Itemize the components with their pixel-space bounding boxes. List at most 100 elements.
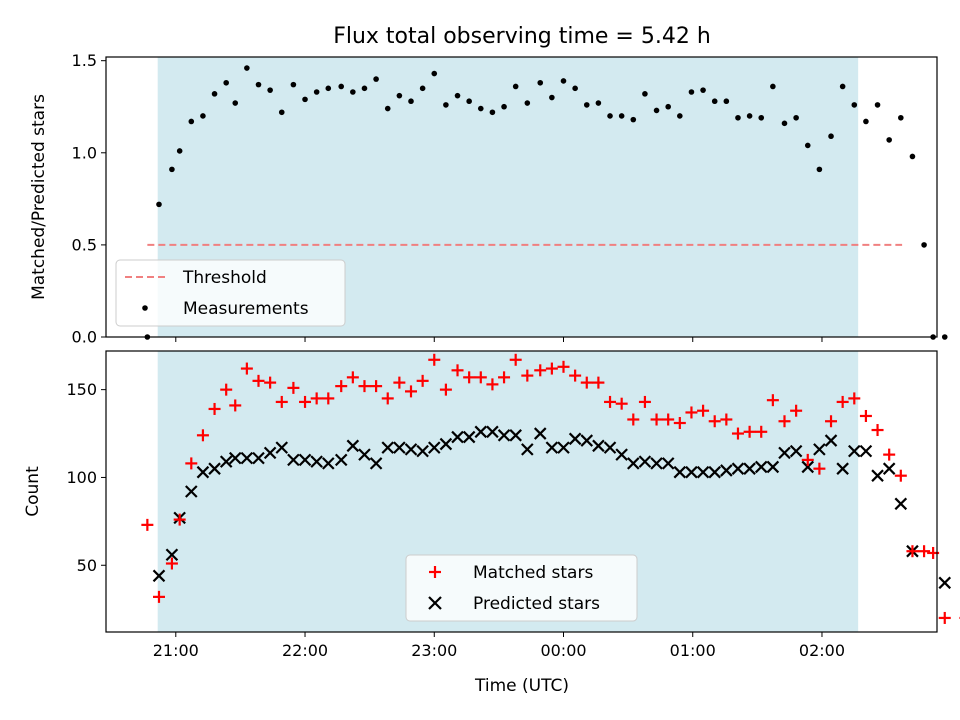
measurement-point [350, 89, 356, 95]
predicted-star-point [568, 432, 582, 446]
predicted-star-point [603, 441, 617, 454]
matched-star-point [405, 385, 418, 398]
measurement-point [595, 100, 602, 106]
matched-star-point [604, 395, 617, 408]
predicted-star-point [298, 453, 312, 467]
matched-star-point [185, 457, 198, 470]
matched-star-point [731, 427, 744, 440]
matched-star-point [685, 406, 698, 419]
matched-star-point [521, 369, 534, 382]
measurement-point [373, 76, 379, 82]
predicted-star-point [439, 437, 453, 451]
matched-star-point [790, 404, 803, 417]
predicted-star-point [381, 441, 395, 454]
measurement-point [642, 91, 648, 97]
predicted-star-point [497, 429, 511, 442]
legend-matched-label: Matched stars [473, 563, 593, 583]
matched-star-point [152, 590, 165, 603]
predicted-star-point [545, 441, 559, 454]
counts-y-axis-label: Count [23, 466, 43, 517]
matched-star-point [335, 380, 348, 393]
measurement-point [325, 85, 332, 92]
predicted-star-point [557, 441, 570, 454]
measurement-point [746, 113, 753, 119]
predicted-star-point [509, 429, 522, 442]
measurement-point [839, 83, 846, 90]
predicted-star-point [848, 444, 861, 458]
measurement-point [232, 100, 239, 106]
predicted-star-point [627, 457, 640, 470]
measurement-point [431, 70, 438, 77]
measurement-point [361, 85, 368, 92]
x-tick-label: 02:00 [799, 641, 845, 660]
matched-star-point [825, 415, 838, 428]
predicted-star-point [673, 465, 687, 479]
measurement-point [454, 92, 461, 99]
predicted-star-point [486, 425, 499, 439]
measurement-point [607, 113, 613, 119]
matched-star-point [287, 381, 300, 394]
matched-star-point [463, 371, 476, 384]
predicted-star-point [474, 425, 488, 439]
x-tick-label: 23:00 [411, 641, 457, 660]
y-tick-label: 1.5 [72, 51, 97, 70]
predicted-star-point [813, 443, 826, 456]
ratio-legend-box [115, 259, 346, 327]
matched-star-point [697, 404, 710, 417]
matched-star-point [196, 429, 209, 442]
predicted-star-point [228, 451, 242, 465]
counts-y-ticks: 50 100 150 [66, 380, 106, 575]
matched-star-point [545, 362, 558, 375]
measurement-point [338, 83, 345, 90]
measurement-point [921, 242, 927, 248]
predicted-star-point [185, 485, 198, 498]
predicted-star-point [427, 441, 441, 454]
matched-star-point [580, 376, 593, 389]
predicted-star-point [219, 455, 233, 468]
x-tick-label: 22:00 [282, 641, 328, 660]
matched-star-point [208, 402, 221, 415]
predicted-star-point [836, 462, 849, 475]
measurement-point [909, 153, 916, 160]
matched-star-point [498, 371, 511, 384]
predicted-star-point [404, 443, 418, 456]
measurement-point [244, 65, 250, 71]
measurement-point [886, 137, 892, 143]
legend-matched-swatch [429, 566, 441, 578]
predicted-star-point [685, 465, 698, 479]
y-tick-label: 100 [66, 468, 97, 487]
matched-star-point [393, 376, 406, 389]
matched-star-point [650, 413, 663, 426]
measurement-point [512, 83, 519, 90]
matched-star-point [486, 378, 499, 391]
measurement-point [723, 98, 730, 105]
measurement-point [735, 114, 741, 121]
matched-star-point [569, 369, 582, 382]
matched-star-point [627, 413, 640, 426]
predicted-star-point [358, 448, 371, 461]
measurements-series [144, 65, 948, 340]
predicted-star-point [165, 548, 179, 562]
matched-star-point [322, 392, 335, 405]
measurement-point [618, 113, 625, 119]
matched-star-point [638, 395, 651, 408]
legend-measurements-label: Measurements [183, 299, 309, 319]
measurement-point [255, 81, 262, 88]
predicted-star-point [766, 460, 780, 474]
predicted-star-point [462, 430, 476, 444]
measurement-point [396, 92, 403, 99]
predicted-star-point [287, 453, 300, 467]
legend-predicted-swatch [428, 596, 442, 610]
matched-star-point [275, 395, 288, 408]
predicted-star-point [894, 497, 908, 511]
measurement-point [700, 87, 706, 93]
predicted-star-point [754, 460, 768, 474]
matched-star-point [708, 415, 721, 428]
predicted-star-point [263, 446, 277, 460]
predicted-star-point [743, 462, 756, 475]
predicted-star-point [859, 444, 873, 458]
predicted-star-point [938, 576, 952, 590]
measurement-point [524, 100, 531, 106]
predicted-star-point [592, 439, 605, 453]
